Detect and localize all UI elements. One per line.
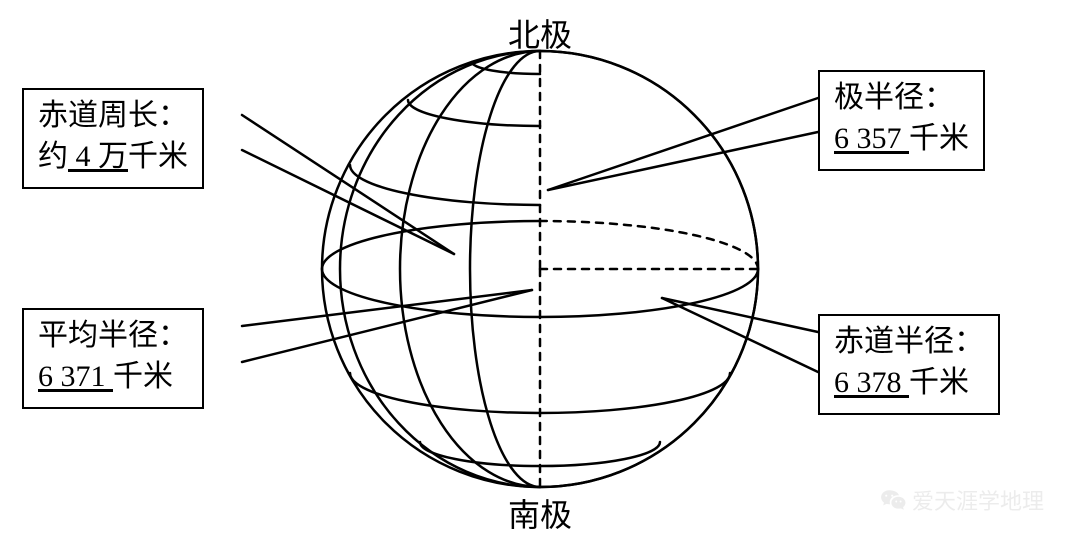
callout-line1: 赤道半径：	[834, 322, 984, 363]
callout-line1: 赤道周长：	[38, 96, 188, 137]
watermark-text: 爱天涯学地理	[912, 484, 1044, 516]
callout-line2: 6 357 千米	[834, 119, 969, 160]
leader-polar-r-1	[548, 132, 818, 190]
parallel-1	[350, 165, 540, 205]
equator-back-arc-left	[322, 221, 540, 269]
leader-eq-circ-2	[242, 115, 454, 254]
diagram-stage: 北极 南极 赤道周长： 约 4 万千米 平均半径： 6 371 千米 极半径： …	[0, 0, 1080, 538]
leader-polar-r-2	[548, 98, 818, 190]
callout-post: 千米	[128, 140, 188, 173]
callout-polar-radius: 极半径： 6 357 千米	[818, 70, 985, 171]
parallel-2	[408, 100, 540, 126]
meridian-1	[470, 51, 540, 487]
equator-back-arc-right	[540, 221, 758, 269]
callout-line2: 约 4 万千米	[38, 137, 188, 178]
north-pole-label: 北极	[508, 10, 572, 56]
parallel-3	[472, 62, 540, 74]
callout-equatorial-radius: 赤道半径： 6 378 千米	[818, 314, 1000, 415]
callout-underline: 6 357	[834, 122, 909, 155]
callout-line1: 极半径：	[834, 78, 969, 119]
right-limb-lower	[540, 269, 758, 487]
south-pole-label: 南极	[508, 490, 572, 536]
callout-line2: 6 378 千米	[834, 363, 984, 404]
cutaway-right-arc	[540, 51, 758, 269]
callout-underline: 6 371	[38, 360, 113, 393]
callout-post: 千米	[113, 360, 173, 393]
parallel-lower-1	[350, 373, 730, 413]
callout-line1: 平均半径：	[38, 316, 188, 357]
callout-mean-radius: 平均半径： 6 371 千米	[22, 308, 204, 409]
leader-mean-r-2	[242, 290, 532, 326]
callout-underline: 4 万	[68, 140, 128, 173]
callout-pre: 约	[38, 140, 68, 173]
callout-underline: 6 378	[834, 366, 909, 399]
callout-equator-circumference: 赤道周长： 约 4 万千米	[22, 88, 204, 189]
callout-line2: 6 371 千米	[38, 357, 188, 398]
callout-post: 千米	[909, 366, 969, 399]
leader-mean-r-1	[242, 290, 532, 362]
watermark: 爱天涯学地理	[880, 484, 1044, 516]
leader-eq-r-1	[662, 298, 818, 372]
leader-eq-r-2	[662, 298, 818, 332]
wechat-icon	[880, 487, 906, 513]
callout-post: 千米	[909, 122, 969, 155]
